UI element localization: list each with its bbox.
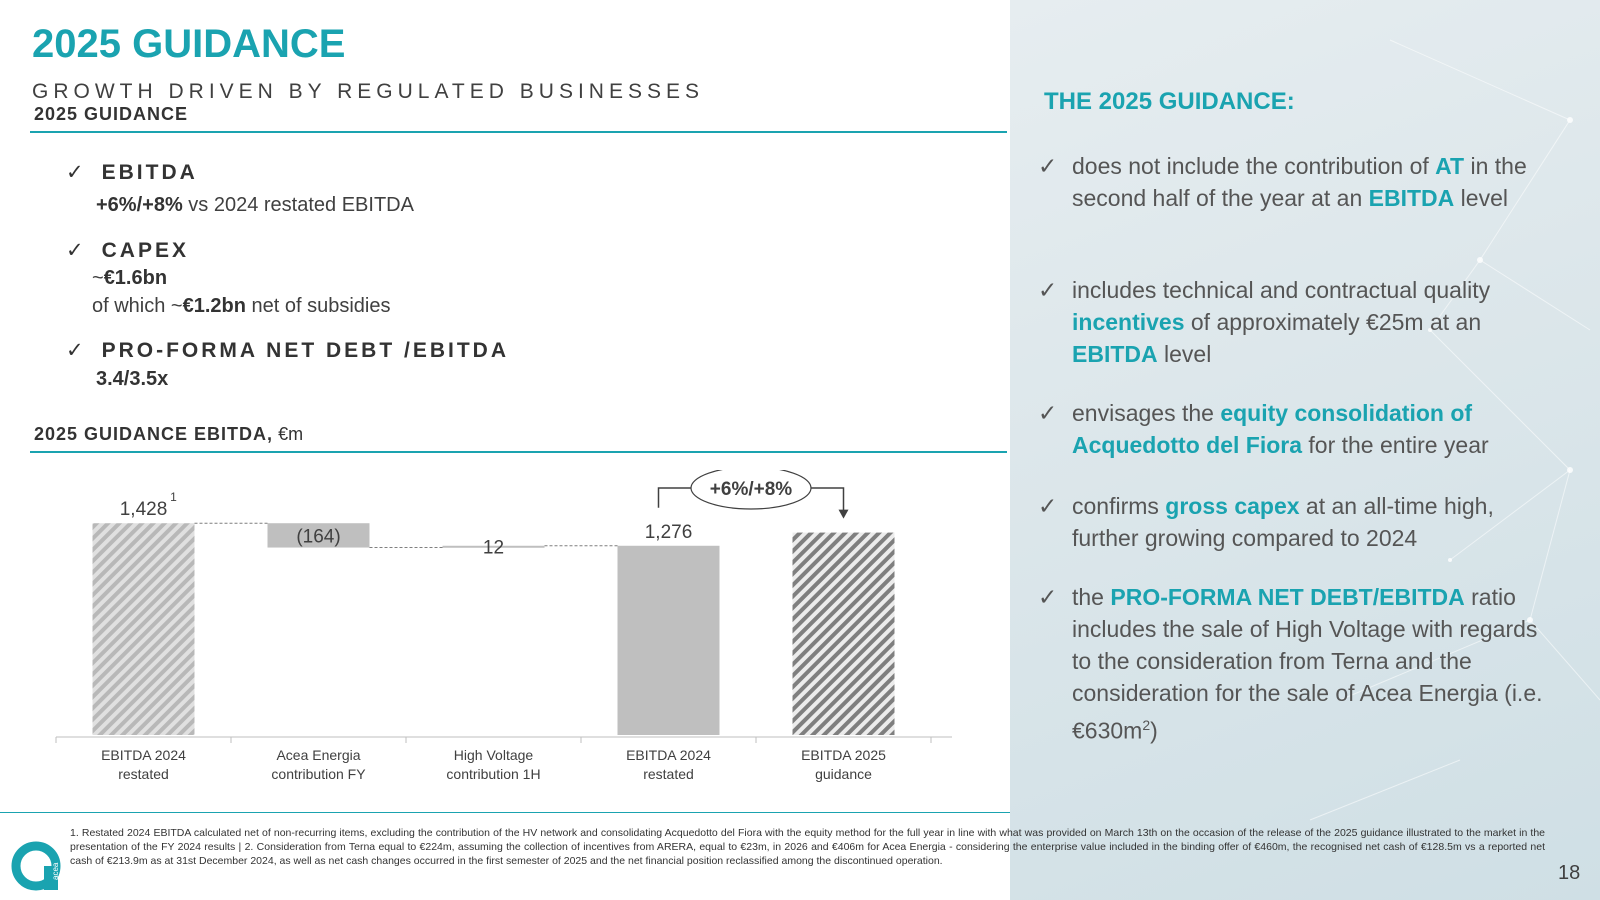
data-label: 1,428 bbox=[120, 499, 168, 520]
network-background-graphic bbox=[1309, 39, 1600, 821]
chart-section-unit: €m bbox=[273, 424, 304, 444]
guidance-note-1: ✓ does not include the contribution of A… bbox=[1038, 150, 1558, 214]
kpi-netdebt-ratio: 3.4/3.5x bbox=[96, 368, 169, 390]
x-tick-label: EBITDA 2024 restated bbox=[101, 747, 186, 782]
data-label: 12 bbox=[483, 538, 504, 559]
kpi-capex-net-desc: net of subsidies bbox=[245, 295, 391, 317]
checkmark-icon: ✓ bbox=[1038, 493, 1058, 519]
bar-ebitda-2024-restated bbox=[617, 545, 720, 735]
kpi-capex-net-prefix: of which ~ bbox=[92, 295, 183, 317]
checkmark-icon: ✓ bbox=[66, 161, 84, 184]
guidance-notes-title: THE 2025 GUIDANCE: bbox=[1044, 88, 1295, 115]
arrow-down-icon bbox=[838, 509, 849, 519]
kpi-ebitda-value: +6%/+8% vs 2024 restated EBITDA bbox=[96, 194, 414, 217]
page-subtitle: GROWTH DRIVEN BY REGULATED BUSINESSES bbox=[32, 80, 704, 103]
bar-ebitda-2025-guidance bbox=[792, 532, 895, 735]
kpi-capex-heading: ✓ CAPEX bbox=[66, 238, 189, 263]
kpi-capex-total: €1.6bn bbox=[103, 267, 168, 289]
kpi-capex-net: of which ~€1.2bn net of subsidies bbox=[92, 295, 391, 318]
page-title: 2025 GUIDANCE bbox=[32, 22, 346, 66]
kpi-label: EBITDA bbox=[101, 161, 198, 184]
x-tick-label: Acea Energia contribution FY bbox=[271, 747, 366, 782]
kpi-netdebt-heading: ✓ PRO-FORMA NET DEBT /EBITDA bbox=[66, 338, 509, 363]
bar-ebitda-2024-restated-start bbox=[92, 523, 195, 735]
right-panel-background bbox=[1010, 0, 1600, 900]
x-tick-label: EBITDA 2025 guidance bbox=[801, 747, 886, 782]
growth-label: +6%/+8% bbox=[710, 479, 792, 500]
kpi-label: CAPEX bbox=[101, 239, 189, 262]
kpi-ebitda-heading: ✓ EBITDA bbox=[66, 160, 198, 185]
x-tick-label: EBITDA 2024 restated bbox=[626, 747, 711, 782]
waterfall-chart: EBITDA 2024 restated Acea Energia contribut… bbox=[55, 470, 952, 782]
section-divider bbox=[30, 451, 1007, 453]
kpi-capex-prefix: ~ bbox=[92, 267, 104, 289]
section-label-chart: 2025 GUIDANCE EBITDA, €m bbox=[34, 424, 303, 445]
checkmark-icon: ✓ bbox=[1038, 153, 1058, 179]
guidance-note-5: ✓ the PRO-FORMA NET DEBT/EBITDA ratio in… bbox=[1038, 581, 1558, 747]
footnote-divider bbox=[0, 812, 1010, 813]
section-label-guidance: 2025 GUIDANCE bbox=[34, 104, 189, 124]
kpi-label: PRO-FORMA NET DEBT /EBITDA bbox=[101, 339, 509, 362]
checkmark-icon: ✓ bbox=[1038, 277, 1058, 303]
checkmark-icon: ✓ bbox=[1038, 584, 1058, 610]
checkmark-icon: ✓ bbox=[1038, 400, 1058, 426]
guidance-note-4: ✓ confirms gross capex at an all-time hi… bbox=[1038, 490, 1558, 554]
checkmark-icon: ✓ bbox=[66, 339, 84, 362]
checkmark-icon: ✓ bbox=[66, 239, 84, 262]
bar-high-voltage-delta bbox=[442, 545, 545, 548]
growth-ellipse bbox=[690, 470, 812, 510]
footnote-marker: 1 bbox=[170, 490, 177, 504]
x-tick-label: High Voltage contribution 1H bbox=[446, 747, 540, 782]
bar-acea-energia-delta bbox=[267, 523, 370, 548]
chart-section-title: 2025 GUIDANCE EBITDA, bbox=[34, 424, 274, 444]
section-divider bbox=[30, 131, 1007, 133]
page-number: 18 bbox=[1558, 862, 1581, 884]
data-label: 1,276 bbox=[645, 522, 693, 543]
kpi-capex-net-value: €1.2bn bbox=[182, 295, 246, 317]
guidance-note-2: ✓ includes technical and contractual qua… bbox=[1038, 274, 1558, 370]
acea-logo: acea bbox=[11, 841, 61, 891]
kpi-capex-value: ~€1.6bn bbox=[92, 267, 167, 290]
logo-wordmark: acea bbox=[51, 862, 60, 880]
kpi-netdebt-value: 3.4/3.5x bbox=[96, 368, 168, 391]
data-label: (164) bbox=[296, 526, 340, 547]
kpi-ebitda-growth: +6%/+8% bbox=[96, 194, 183, 216]
footnote-text: 1. Restated 2024 EBITDA calculated net o… bbox=[70, 827, 1545, 867]
growth-annotation: +6%/+8% bbox=[657, 470, 849, 519]
kpi-ebitda-desc: vs 2024 restated EBITDA bbox=[182, 194, 414, 216]
guidance-note-3: ✓ envisages the equity consolidation of … bbox=[1038, 397, 1558, 461]
